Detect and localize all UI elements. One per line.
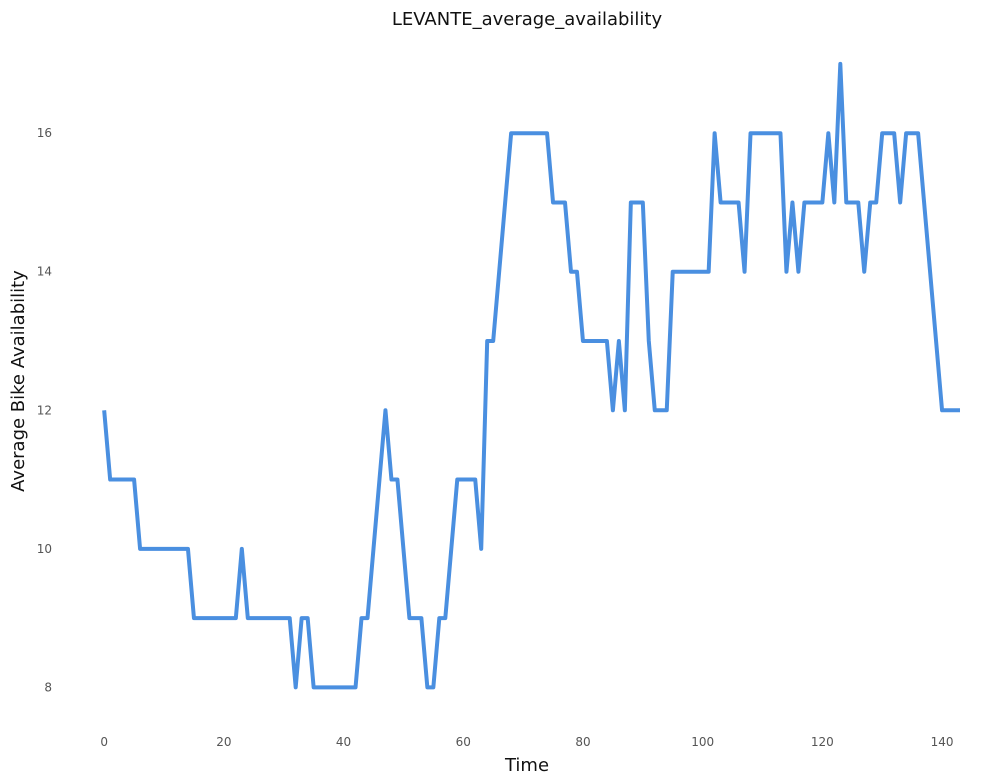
x-tick-label: 0 xyxy=(100,735,108,749)
x-tick-labels: 0 20 40 60 80 100 120 140 xyxy=(100,735,953,749)
series-line xyxy=(102,61,961,690)
y-tick-label: 16 xyxy=(37,126,52,140)
x-tick-label: 140 xyxy=(931,735,954,749)
x-axis-title: Time xyxy=(504,755,549,776)
x-tick-label: 100 xyxy=(691,735,714,749)
y-tick-label: 12 xyxy=(37,403,52,417)
y-tick-label: 8 xyxy=(44,680,52,694)
y-axis-title: Average Bike Availability xyxy=(8,270,29,492)
chart-title: LEVANTE_average_availability xyxy=(392,9,663,30)
x-tick-label: 40 xyxy=(336,735,351,749)
x-tick-label: 60 xyxy=(456,735,471,749)
x-tick-label: 120 xyxy=(811,735,834,749)
x-tick-label: 20 xyxy=(216,735,231,749)
y-tick-label: 14 xyxy=(37,265,52,279)
plot-area xyxy=(102,61,961,690)
y-tick-label: 10 xyxy=(37,542,52,556)
x-tick-label: 80 xyxy=(575,735,590,749)
y-tick-labels: 8 10 12 14 16 xyxy=(37,126,52,694)
